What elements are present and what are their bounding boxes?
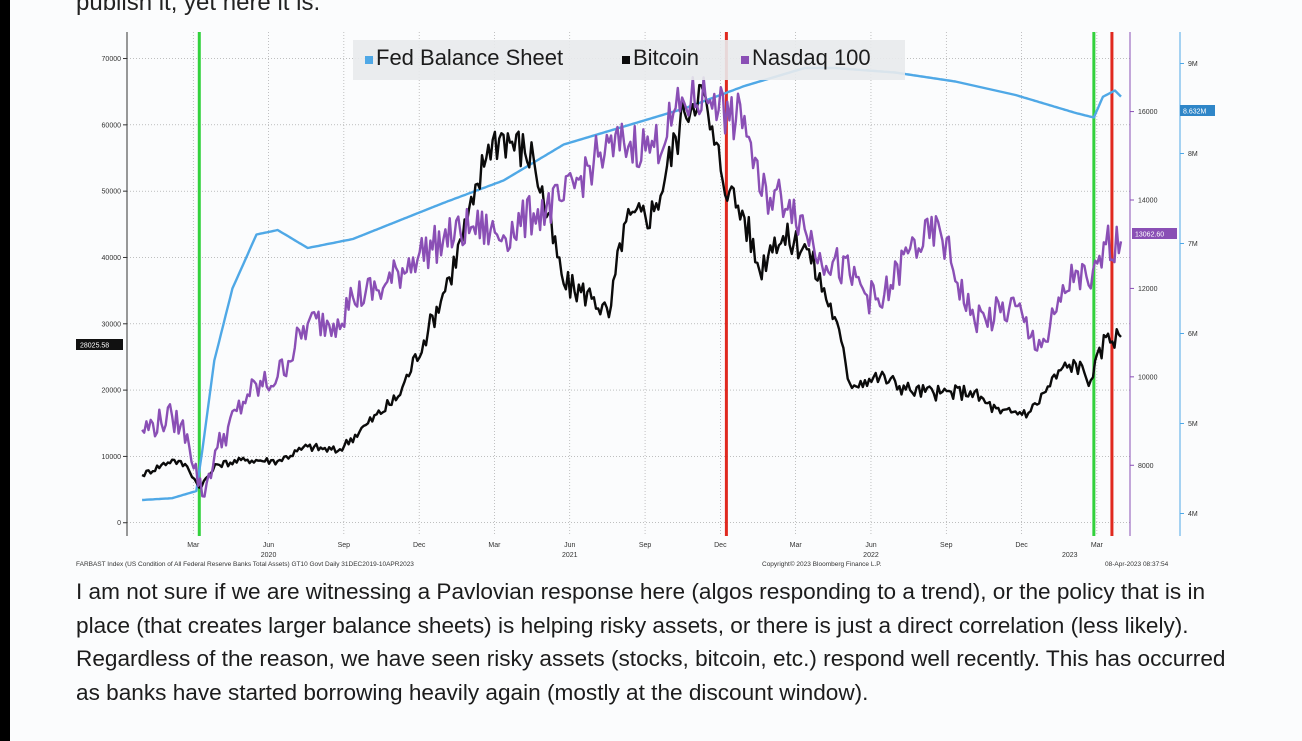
x-tick-label: Dec [413, 542, 426, 549]
y-tick-label-fed: 6M [1188, 331, 1198, 338]
fed-value-text: 8.632M [1183, 109, 1207, 116]
fed-value-tag [1180, 105, 1215, 116]
x-tick-label: Dec [714, 542, 727, 549]
y-tick-label-nasdaq: 14000 [1138, 198, 1158, 205]
y-tick-label-left: 50000 [102, 189, 122, 196]
y-tick-label-left: 30000 [102, 321, 122, 328]
x-tick-label: Mar [1091, 542, 1104, 549]
body-paragraph: I am not sure if we are witnessing a Pav… [76, 579, 1226, 705]
cut-off-heading-text: publish it, yet here it is. [76, 0, 321, 16]
nasdaq-value-tag [1132, 228, 1177, 239]
bitcoin-legend-swatch [622, 56, 630, 64]
y-tick-label-left: 0 [117, 520, 121, 527]
series-layer [141, 66, 1123, 502]
x-tick-label: Sep [940, 542, 953, 549]
y-tick-label-fed: 7M [1188, 241, 1198, 248]
chart-legend: Fed Balance Sheet Bitcoin Nasdaq 100 [353, 40, 905, 80]
y-tick-label-left: 20000 [102, 388, 122, 395]
legend-nasdaq-label: Nasdaq 100 [752, 45, 871, 70]
event-lines [197, 32, 1114, 536]
y-tick-label-left: 40000 [102, 255, 122, 262]
chart-source-text: FARBAST Index (US Condition of All Feder… [76, 561, 414, 568]
x-tick-label: Mar [488, 542, 501, 549]
y-tick-label-fed: 8M [1188, 151, 1198, 158]
nasdaq-value-text: 13062.60 [1135, 232, 1164, 239]
x-tick-label: Sep [338, 542, 351, 549]
last-value-tags: 28025.58 13062.60 8.632M [76, 105, 1215, 350]
x-tick-label: Jun [865, 542, 876, 549]
nasdaq-100-line [141, 75, 1123, 498]
page: publish it, yet here it is. 0 10000 20000 3… [10, 0, 1302, 741]
y-tick-label-left: 60000 [102, 122, 122, 129]
x-tick-label: Mar [187, 542, 200, 549]
y-tick-label-nasdaq: 8000 [1138, 463, 1154, 470]
x-tick-label: Jun [564, 542, 575, 549]
bitcoin-value-text: 28025.58 [80, 343, 109, 350]
x-year-label: 2020 [261, 552, 277, 559]
chart-copyright-text: Copyright© 2023 Bloomberg Finance L.P. [762, 560, 882, 568]
legend-bitcoin-label: Bitcoin [633, 45, 699, 70]
x-year-label: 2021 [562, 552, 578, 559]
bitcoin-value-tag [76, 339, 123, 350]
y-tick-label-nasdaq: 12000 [1138, 286, 1158, 293]
x-year-label: 2023 [1062, 552, 1078, 559]
y-tick-label-left: 10000 [102, 454, 122, 461]
chart-timestamp-text: 08-Apr-2023 08:37:54 [1105, 561, 1169, 568]
y-tick-label-nasdaq: 16000 [1138, 109, 1158, 116]
fed-balance-sheet-line [142, 66, 1122, 502]
y-tick-label-fed: 4M [1188, 511, 1198, 518]
x-tick-label: Jun [263, 542, 274, 549]
x-tick-label: Dec [1015, 542, 1028, 549]
x-tick-label: Mar [790, 542, 803, 549]
y-tick-label-fed: 9M [1188, 61, 1198, 68]
nasdaq-legend-swatch [741, 56, 749, 64]
x-year-label: 2022 [863, 552, 879, 559]
y-tick-label-left: 70000 [102, 56, 122, 63]
y-tick-label-fed: 5M [1188, 421, 1198, 428]
x-tick-label: Sep [639, 542, 652, 549]
fed-legend-swatch [365, 56, 373, 64]
bitcoin-line [141, 83, 1122, 489]
axis-layer: 0 10000 20000 30000 40000 50000 60000 70000 Mar J… [102, 32, 1198, 559]
bloomberg-chart: 0 10000 20000 30000 40000 50000 60000 70000 Mar J… [76, 32, 1215, 568]
legend-fed-label: Fed Balance Sheet [376, 45, 563, 70]
y-tick-label-nasdaq: 10000 [1138, 374, 1158, 381]
